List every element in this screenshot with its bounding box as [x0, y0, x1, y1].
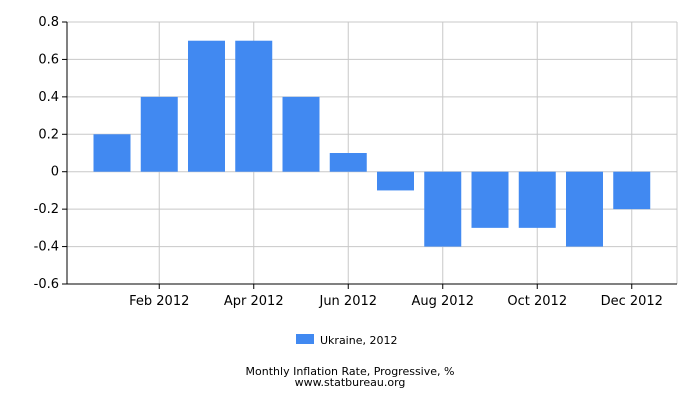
legend: Ukraine, 2012 [296, 334, 397, 347]
bar [424, 171, 462, 247]
x-tick-label: Apr 2012 [224, 294, 284, 309]
y-tick-label: -0.4 [34, 240, 59, 255]
x-tick-labels: Feb 2012 Apr 2012 Jun 2012 Aug 2012 Oct 2012… [129, 294, 663, 309]
bar [377, 171, 414, 191]
legend-label: Ukraine, 2012 [320, 334, 397, 347]
x-tick-label: Feb 2012 [129, 294, 189, 309]
chart-source: www.statbureau.org [295, 376, 406, 389]
bar [566, 171, 603, 247]
bar [613, 171, 651, 210]
y-tick-label: 0.2 [38, 127, 59, 142]
x-tick-label: Aug 2012 [411, 294, 474, 309]
bars [93, 40, 651, 247]
legend-swatch [296, 334, 314, 344]
y-tick-label: -0.2 [34, 202, 59, 217]
y-tick-label: -0.6 [34, 277, 59, 292]
bar [140, 96, 178, 172]
bar [329, 153, 367, 172]
bar [518, 171, 556, 228]
y-tick-label: 0.4 [38, 90, 59, 105]
x-tick-label: Oct 2012 [507, 294, 567, 309]
y-tick-label: 0.8 [38, 15, 59, 30]
x-tick-label: Jun 2012 [318, 294, 377, 309]
y-tick-labels: 0.8 0.6 0.4 0.2 0 -0.2 -0.4 -0.6 [34, 15, 59, 292]
y-tick-label: 0 [51, 165, 59, 180]
bar [471, 171, 509, 228]
axes [62, 21, 677, 289]
x-tick-label: Dec 2012 [601, 294, 663, 309]
y-tick-label: 0.6 [38, 52, 59, 67]
chart-title: Monthly Inflation Rate, Progressive, % [246, 365, 455, 378]
bar [282, 96, 320, 172]
bar [93, 134, 131, 172]
bar [235, 40, 273, 172]
bar [188, 40, 225, 172]
